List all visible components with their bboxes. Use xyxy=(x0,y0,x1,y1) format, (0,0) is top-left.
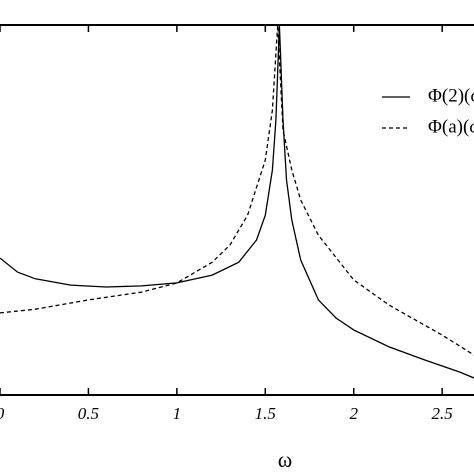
legend-label: Φ(a)(ω) xyxy=(428,116,474,137)
x-tick-label: 0.5 xyxy=(78,404,99,423)
x-tick-label: 1.5 xyxy=(255,404,276,423)
series-line xyxy=(0,24,474,379)
legend-label: Φ(2)(ω) xyxy=(428,85,474,106)
x-tick-label: 2 xyxy=(349,404,358,423)
series-line xyxy=(0,24,474,356)
x-axis-label: ω xyxy=(278,447,292,472)
x-tick-label: 2.5 xyxy=(432,404,453,423)
x-tick-label: 1 xyxy=(173,404,182,423)
x-tick-label: 0 xyxy=(0,404,5,423)
